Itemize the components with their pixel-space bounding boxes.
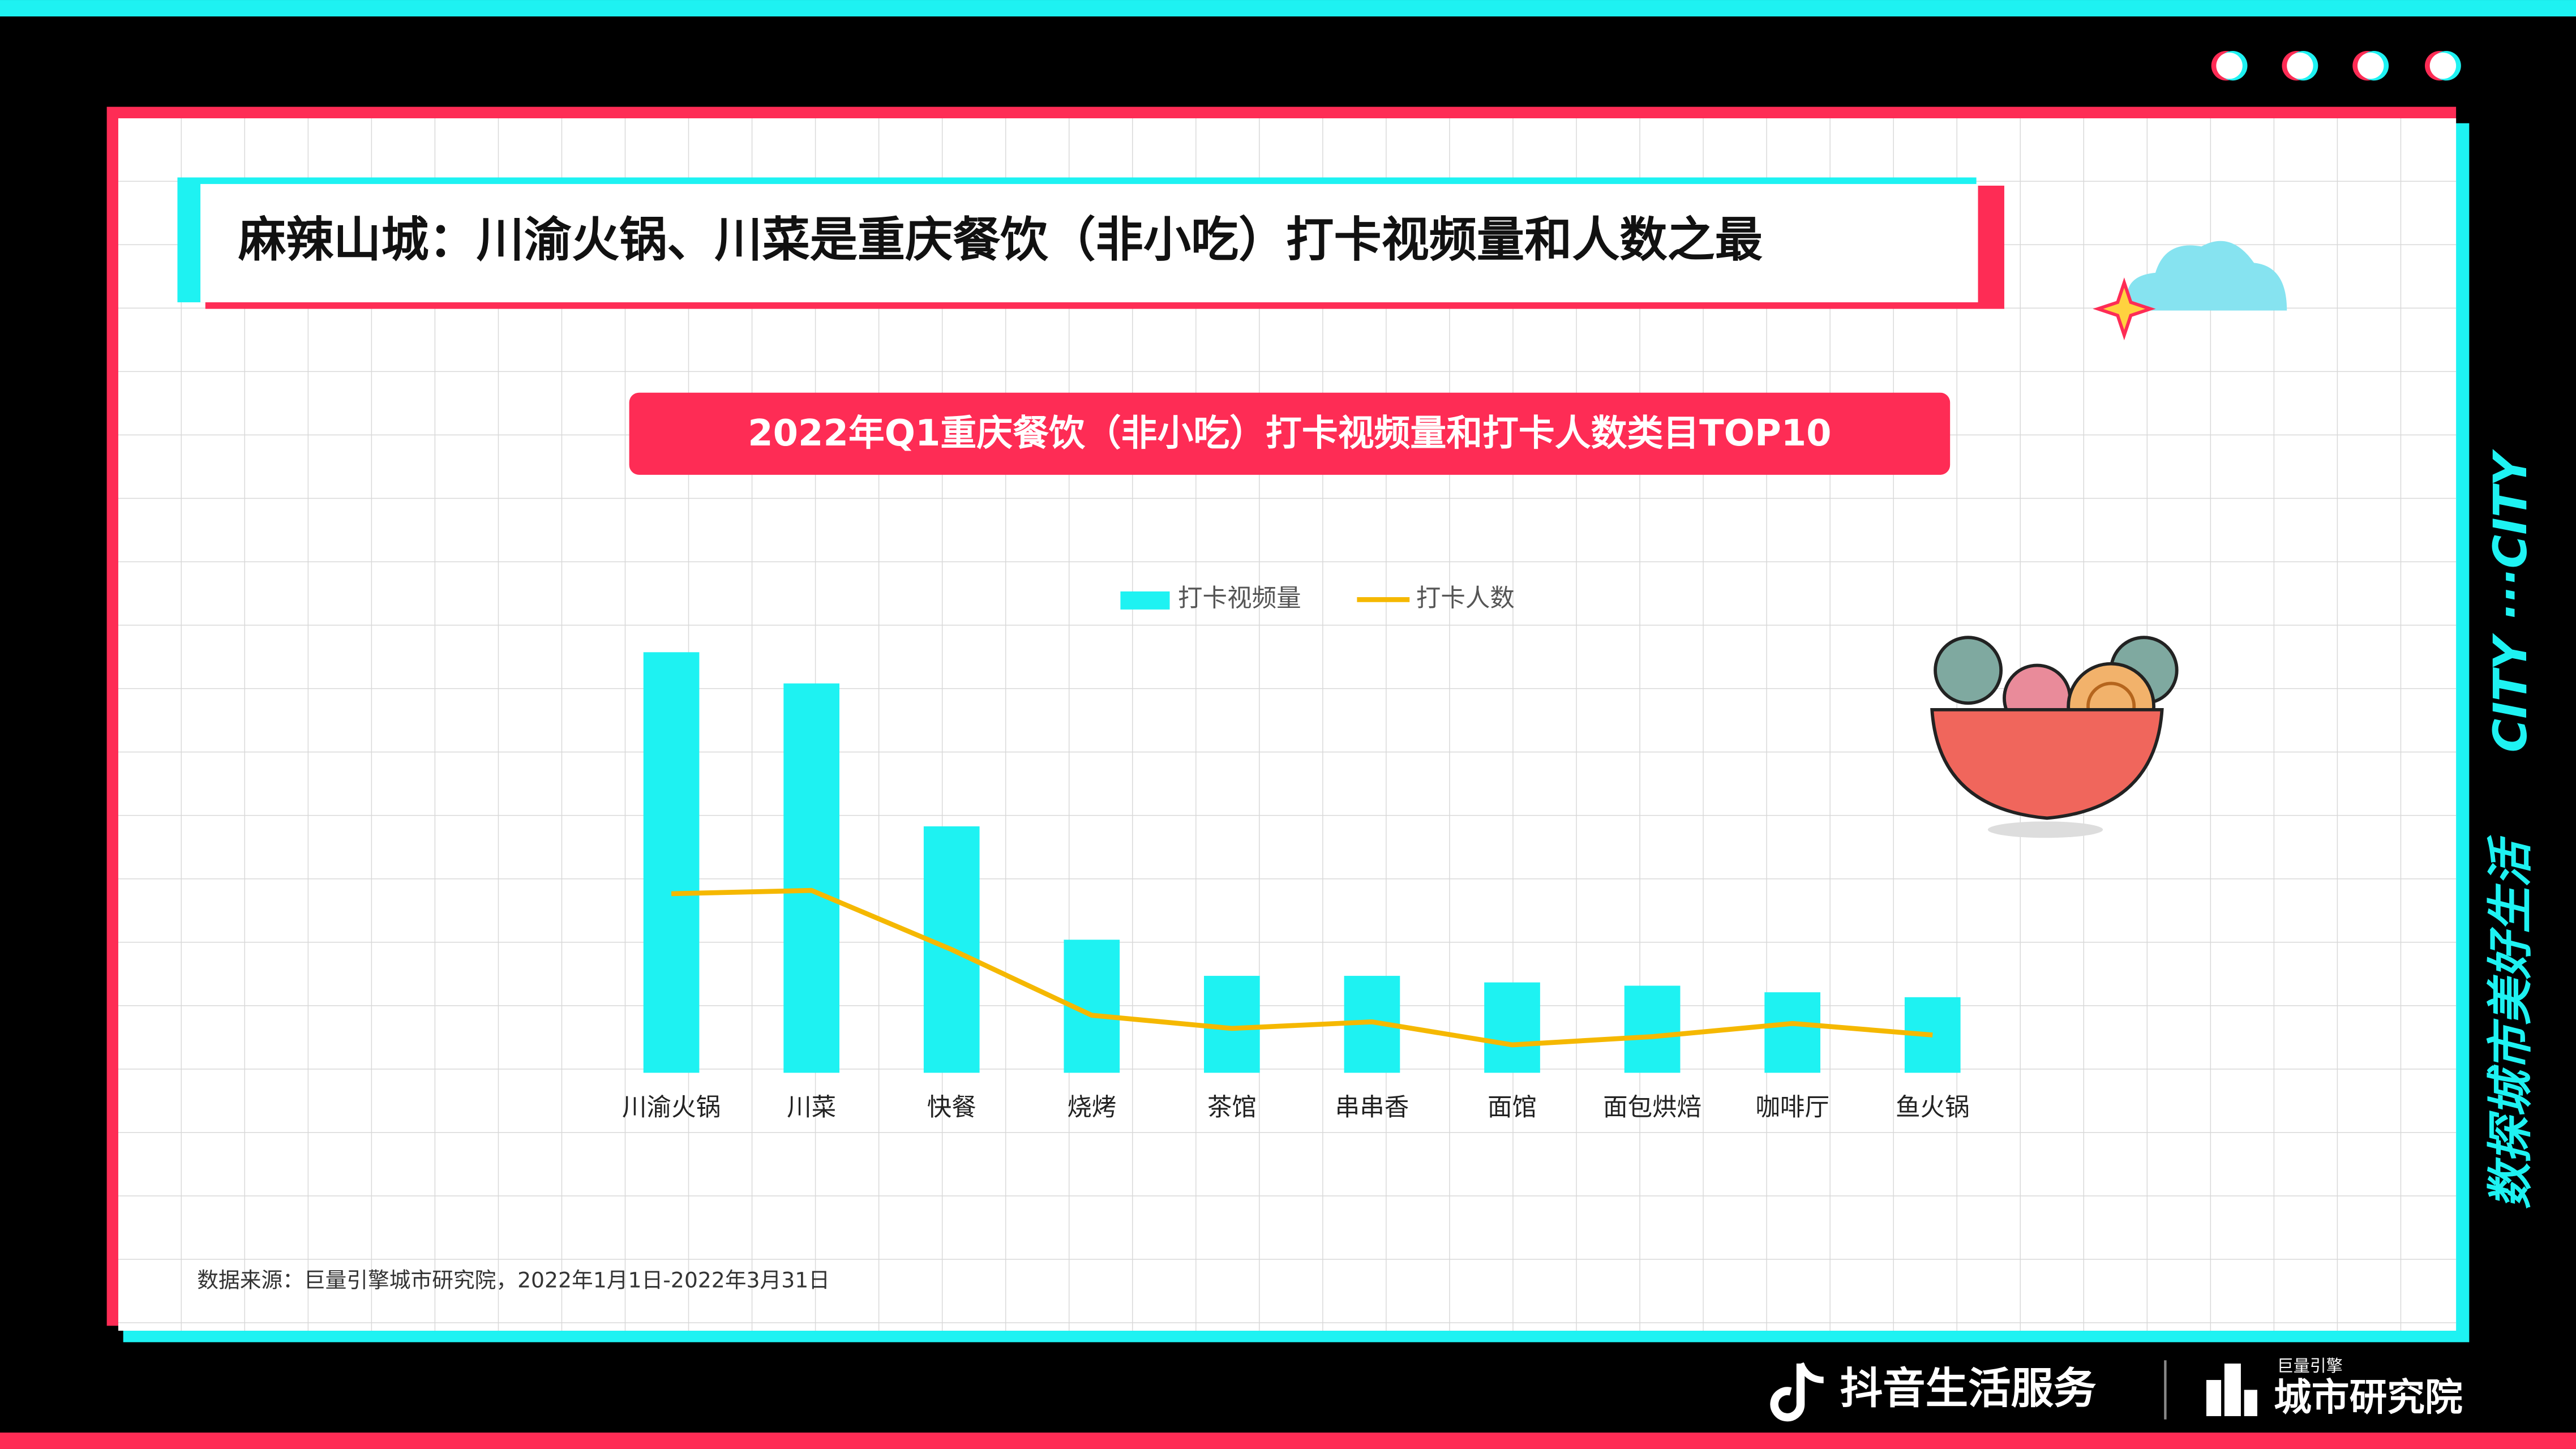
x-tick-label: 烧烤 xyxy=(1067,1094,1116,1122)
footer-org-small: 巨量引擎 xyxy=(2277,1356,2343,1375)
window-dots xyxy=(2211,51,2461,81)
side-slogan: 数探城市美好生活 xyxy=(2484,834,2538,1209)
bar xyxy=(783,683,839,1073)
legend-label: 打卡视频量 xyxy=(1178,584,1301,612)
bar xyxy=(1764,992,1821,1073)
x-tick-label: 面包烘焙 xyxy=(1603,1094,1701,1122)
bar xyxy=(643,652,700,1073)
x-tick-label: 鱼火锅 xyxy=(1896,1094,1970,1122)
page-title: 麻辣山城：川渝火锅、川菜是重庆餐饮（非小吃）打卡视频量和人数之最 xyxy=(238,212,1763,268)
bar xyxy=(1624,985,1681,1073)
douyin-logo xyxy=(1770,1362,1824,1422)
x-tick-label: 咖啡厅 xyxy=(1755,1094,1829,1122)
footer-org: 城市研究院 xyxy=(2274,1375,2463,1419)
x-tick-label: 川菜 xyxy=(787,1094,836,1122)
org-logo xyxy=(2206,1364,2257,1416)
top-border xyxy=(0,0,2576,17)
footer-brand: 抖音生活服务 xyxy=(1840,1364,2097,1413)
legend-label: 打卡人数 xyxy=(1416,584,1515,612)
chart-title: 2022年Q1重庆餐饮（非小吃）打卡视频量和打卡人数类目TOP10 xyxy=(748,413,1831,455)
x-tick-label: 茶馆 xyxy=(1207,1094,1257,1122)
x-tick-label: 川渝火锅 xyxy=(622,1094,721,1122)
x-tick-label: 串串香 xyxy=(1335,1094,1409,1122)
bar xyxy=(1484,982,1540,1073)
chart-title-badge xyxy=(629,392,1951,475)
line xyxy=(671,888,1933,1048)
x-tick-label: 面馆 xyxy=(1488,1094,1537,1122)
bowl xyxy=(1930,636,2179,838)
title-box xyxy=(200,184,1978,303)
side-city: CITY ···CITY xyxy=(2484,449,2538,752)
bottom-border xyxy=(0,1432,2576,1449)
legend-swatch xyxy=(1120,591,1170,610)
source-note: 数据来源：巨量引擎城市研究院，2022年1月1日-2022年3月31日 xyxy=(197,1267,830,1292)
cloud xyxy=(2093,241,2287,341)
x-tick-label: 快餐 xyxy=(927,1094,976,1122)
